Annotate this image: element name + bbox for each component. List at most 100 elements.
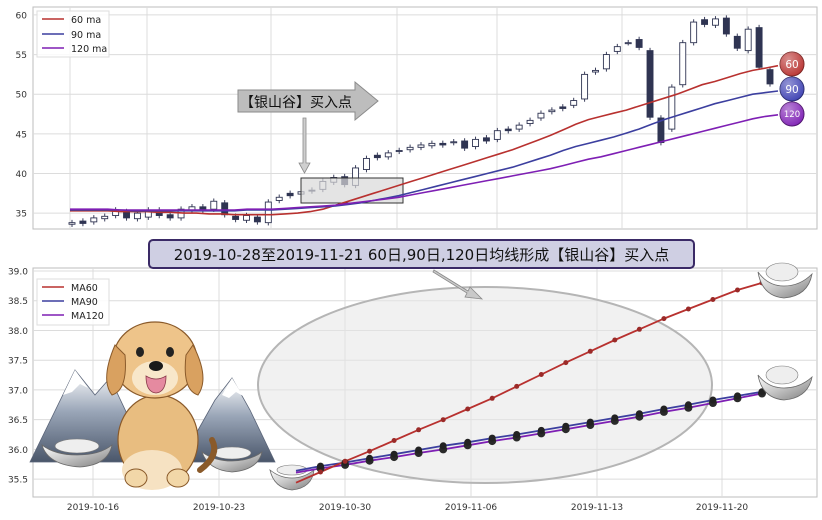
candle-body (493, 130, 501, 140)
ma-lines-zoom (295, 280, 766, 484)
bottom-panel: 35.5 36.0 36.5 37.0 37.5 38.0 38.5 39.0 2019-10… (8, 262, 818, 513)
candle-body (733, 35, 741, 49)
candle-body (221, 202, 229, 216)
candle-body (373, 154, 381, 159)
candle-body (232, 215, 240, 220)
bottom-x-ticks: 2019-10-16 2019-10-23 2019-10-30 2019-11-06… (67, 503, 749, 513)
top-y-tick-label: 60 (16, 11, 28, 21)
candle-body (79, 220, 87, 224)
badge-90-shine (780, 77, 804, 101)
candle-body (68, 222, 76, 225)
bottom-x-tick-label: 2019-11-06 (445, 503, 498, 513)
puppy-tail (197, 437, 218, 473)
silver-ingot-left-a (41, 438, 113, 468)
top-y-ticks: 35 40 45 50 55 60 (16, 11, 28, 219)
bottom-y-tick-label: 36.0 (8, 446, 28, 456)
bottom-x-tick-label: 2019-11-20 (696, 503, 749, 513)
candle-body (690, 21, 698, 44)
silver-ingot-top-right (757, 262, 813, 299)
candle-body (515, 124, 523, 130)
candle-body (635, 39, 643, 48)
marker-MA60 (735, 287, 740, 293)
ma-badges: 60 90 120 (779, 51, 805, 127)
bottom-legend: MA60 MA90 MA120 (36, 278, 110, 326)
candle-body (755, 27, 763, 68)
candle-body (439, 142, 447, 146)
candle-body (581, 73, 589, 100)
candle-body (395, 150, 403, 152)
marker-MA90 (562, 422, 570, 430)
candle-body (766, 69, 774, 85)
mountain-right-snow (222, 378, 243, 398)
marker-MA60 (440, 417, 446, 423)
bottom-legend-box (36, 278, 110, 326)
marker-MA90 (317, 462, 324, 470)
candle-body (722, 17, 730, 35)
candle-body (526, 119, 534, 124)
candle-body (646, 50, 654, 118)
marker-MA90 (488, 434, 496, 442)
bottom-y-tick-label: 37.0 (8, 386, 28, 396)
top-gridlines (33, 7, 817, 229)
marker-MA90 (513, 431, 521, 438)
top-legend: 60 ma 90 ma 120 ma (36, 10, 110, 58)
candle-body (101, 215, 109, 220)
callout-label: 【银山谷】买入点 (240, 95, 352, 111)
marker-MA60 (661, 316, 667, 322)
legend-label-ma90: MA90 (71, 297, 98, 308)
top-panel: 35 40 45 50 55 60 【银山谷】买入点 60 ma 90 ma 120 ma… (16, 6, 818, 230)
marker-MA90 (415, 446, 423, 454)
candle-body (559, 106, 567, 109)
candle-body (133, 212, 141, 220)
marker-MA60 (318, 469, 323, 475)
puppy-mascot (106, 321, 218, 490)
top-y-tick-label: 50 (16, 91, 28, 101)
buy-point-callout: 【银山谷】买入点 (237, 80, 379, 174)
legend-label-90ma: 90 ma (71, 30, 101, 41)
silver-ingot-left-b (201, 446, 263, 473)
bottom-y-tick-label: 36.5 (8, 416, 28, 426)
zoom-line-MA120 (295, 392, 763, 474)
mountain-left-snow (63, 370, 88, 395)
marker-MA60 (636, 326, 642, 332)
candlesticks (68, 15, 774, 228)
badge-60-shine (780, 52, 804, 76)
bottom-y-tick-label: 37.5 (8, 357, 28, 367)
badge-90-label: 90 (785, 84, 798, 96)
puppy-tongue (145, 375, 167, 394)
marker-MA60 (612, 337, 618, 343)
puppy-paw-right (166, 468, 190, 488)
marker-MA90 (684, 401, 692, 409)
candle-body (537, 112, 545, 119)
candle-body (384, 152, 392, 158)
candle-body (679, 42, 687, 86)
badge-60-label: 60 (785, 59, 798, 71)
candle-body (253, 216, 261, 223)
candle-body (123, 211, 130, 219)
legend-label-60ma: 60 ma (71, 15, 101, 26)
marker-MA60 (416, 427, 422, 433)
marker-MA90 (709, 396, 717, 404)
top-y-tick-label: 45 (16, 130, 27, 140)
candle-body (548, 109, 556, 113)
callout-arrow-shape (237, 80, 379, 122)
puppy-paw-left (124, 468, 148, 488)
marker-MA60 (391, 438, 397, 443)
candle-body (363, 157, 370, 170)
marker-MA60 (710, 297, 716, 302)
zoom-line-MA90 (295, 390, 763, 472)
marker-MA60 (563, 360, 569, 366)
bottom-y-ticks: 35.5 36.0 36.5 37.0 37.5 38.0 38.5 39.0 (8, 267, 28, 485)
puppy-muzzle (132, 361, 178, 395)
marker-MA90 (660, 405, 668, 413)
marker-MA90 (390, 450, 398, 458)
marker-MA90 (439, 442, 447, 450)
highlight-ellipse (257, 286, 713, 484)
top-y-tick-label: 35 (16, 210, 27, 220)
candle-body (210, 200, 218, 210)
marker-MA60 (538, 372, 544, 377)
ma-line-120-ma (70, 114, 779, 211)
title-box (148, 239, 695, 269)
candle-body (90, 217, 98, 223)
chart-title: 2019-10-28至2019-11-21 60日,90日,120日均线形成【银… (174, 246, 669, 264)
